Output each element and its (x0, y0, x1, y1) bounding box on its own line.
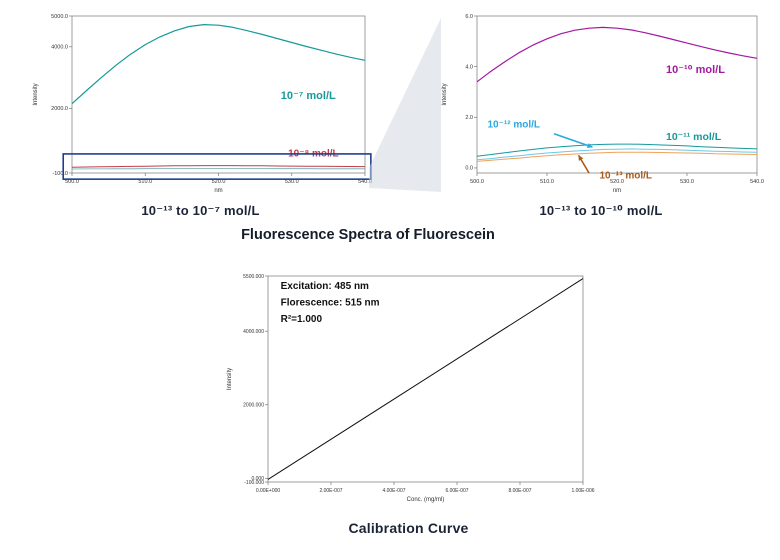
zoom-wedge (369, 18, 441, 192)
svg-text:10⁻⁷ mol/L: 10⁻⁷ mol/L (281, 90, 336, 102)
calibration-curve-chart: 5500.000 4000.000 2000.000 0.000-100.000 0.0… (227, 274, 595, 503)
svg-text:0.00E+000: 0.00E+000 (256, 488, 281, 494)
svg-text:nm: nm (613, 188, 621, 194)
svg-text:2000.0: 2000.0 (51, 106, 68, 112)
svg-text:10⁻¹⁰ mol/L: 10⁻¹⁰ mol/L (666, 64, 725, 76)
svg-text:Florescence: 515 nm: Florescence: 515 nm (281, 297, 380, 308)
svg-text:Intensity: Intensity (442, 83, 448, 105)
svg-text:4000.000: 4000.000 (243, 329, 264, 335)
svg-text:500.0: 500.0 (470, 179, 484, 185)
svg-text:5000.0: 5000.0 (51, 14, 68, 20)
svg-text:1.00E-006: 1.00E-006 (571, 488, 594, 494)
right-chart-caption: 10⁻¹³ to 10⁻¹⁰ mol/L (539, 203, 663, 218)
svg-text:10⁻¹¹ mol/L: 10⁻¹¹ mol/L (666, 131, 722, 143)
svg-text:520.0: 520.0 (610, 179, 624, 185)
svg-text:540.0: 540.0 (358, 179, 372, 185)
svg-text:6.0: 6.0 (465, 14, 473, 20)
svg-text:0.0: 0.0 (465, 166, 473, 172)
svg-text:2.00E-007: 2.00E-007 (319, 488, 342, 494)
svg-text:4000.0: 4000.0 (51, 45, 68, 51)
full-range-spectra-chart: 5000.0 4000.0 2000.0 -100.0 500.0 510.0 520.0 5… (33, 14, 372, 194)
svg-text:2000.000: 2000.000 (243, 403, 264, 409)
svg-text:530.0: 530.0 (285, 179, 299, 185)
svg-text:-100.0: -100.0 (52, 171, 68, 177)
svg-text:10⁻¹² mol/L: 10⁻¹² mol/L (488, 119, 541, 130)
zoomed-spectra-chart: 6.0 4.0 2.0 0.0 500.0 510.0 520.0 530.0 540.0 nm I… (442, 14, 764, 194)
svg-text:10⁻¹³ mol/L: 10⁻¹³ mol/L (600, 171, 653, 182)
svg-text:R²=1.000: R²=1.000 (281, 314, 323, 325)
svg-text:Excitation: 485 nm: Excitation: 485 nm (281, 281, 369, 292)
svg-text:500.0: 500.0 (65, 179, 79, 185)
svg-text:0.000: 0.000 (251, 476, 264, 482)
svg-text:510.0: 510.0 (540, 179, 554, 185)
figure-title: Fluorescence Spectra of Fluorescein (241, 227, 495, 243)
svg-text:8.00E-007: 8.00E-007 (508, 488, 531, 494)
svg-text:520.0: 520.0 (212, 179, 226, 185)
svg-text:510.0: 510.0 (138, 179, 152, 185)
svg-text:Intensity: Intensity (33, 83, 39, 105)
svg-text:5500.000: 5500.000 (243, 274, 264, 280)
svg-text:2.0: 2.0 (465, 115, 473, 121)
zoom-wedge-shape (369, 18, 441, 192)
svg-text:6.00E-007: 6.00E-007 (445, 488, 468, 494)
svg-text:540.0: 540.0 (750, 179, 764, 185)
left-chart-caption: 10⁻¹³ to 10⁻⁷ mol/L (141, 203, 260, 218)
svg-text:-100.000: -100.000 (244, 480, 264, 486)
svg-text:4.00E-007: 4.00E-007 (382, 488, 405, 494)
svg-text:4.0: 4.0 (465, 64, 473, 70)
svg-text:530.0: 530.0 (680, 179, 694, 185)
svg-text:nm: nm (214, 188, 222, 194)
calibration-caption: Calibration Curve (348, 520, 469, 536)
svg-text:Conc. (mg/ml): Conc. (mg/ml) (407, 497, 445, 503)
svg-text:Intensity: Intensity (227, 368, 233, 390)
